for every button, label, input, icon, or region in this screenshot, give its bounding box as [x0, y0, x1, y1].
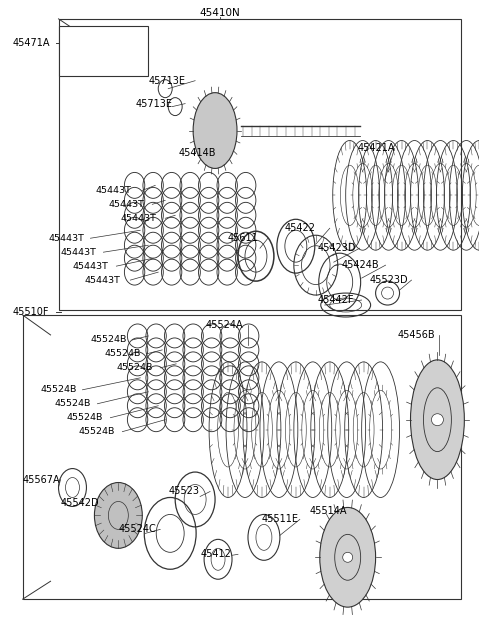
Text: 45713E: 45713E [148, 75, 185, 86]
Text: 45443T: 45443T [84, 276, 120, 285]
Text: 45713E: 45713E [135, 99, 172, 108]
Text: 45524B: 45524B [116, 363, 153, 372]
Bar [59, 26, 148, 75]
Text: 45422: 45422 [285, 223, 316, 233]
Circle shape [343, 552, 353, 562]
Text: 45471A: 45471A [12, 38, 50, 48]
Text: 45442F: 45442F [318, 295, 354, 305]
Text: 45443T: 45443T [96, 186, 132, 195]
Bar [59, 19, 461, 310]
Text: 45524B: 45524B [55, 399, 91, 408]
Circle shape [432, 414, 444, 425]
Text: 45456B: 45456B [397, 330, 435, 340]
Bar [23, 315, 461, 599]
Text: 45412: 45412 [200, 549, 231, 559]
Text: 45524B: 45524B [104, 349, 141, 358]
Text: 45421A: 45421A [358, 143, 395, 153]
Text: 45443T: 45443T [60, 248, 96, 257]
Text: 45410N: 45410N [200, 8, 240, 18]
Text: 45510F: 45510F [12, 307, 49, 317]
Ellipse shape [193, 93, 237, 169]
Text: 45523D: 45523D [370, 275, 408, 285]
Ellipse shape [320, 507, 376, 607]
Text: 45523: 45523 [168, 486, 199, 496]
Text: 45443T: 45443T [108, 200, 144, 209]
Text: 45524C: 45524C [119, 524, 156, 534]
Ellipse shape [95, 482, 142, 548]
Text: 45511E: 45511E [262, 514, 299, 524]
Text: 45524B: 45524B [67, 413, 103, 422]
Text: 45524B: 45524B [90, 335, 127, 344]
Text: 45443T: 45443T [72, 262, 108, 271]
Text: 45423D: 45423D [318, 243, 356, 253]
Text: 45443T: 45443T [120, 214, 156, 223]
Text: 45611: 45611 [228, 233, 259, 243]
Text: 45424B: 45424B [342, 260, 379, 270]
Text: 45567A: 45567A [23, 474, 60, 484]
Text: 45542D: 45542D [60, 498, 99, 508]
Text: 45524B: 45524B [41, 385, 77, 394]
Text: 45524B: 45524B [78, 427, 115, 436]
Text: 45514A: 45514A [310, 507, 348, 517]
Ellipse shape [410, 360, 464, 479]
Text: 45414B: 45414B [178, 148, 216, 158]
Text: 45524A: 45524A [205, 320, 243, 330]
Text: 45443T: 45443T [48, 234, 84, 243]
